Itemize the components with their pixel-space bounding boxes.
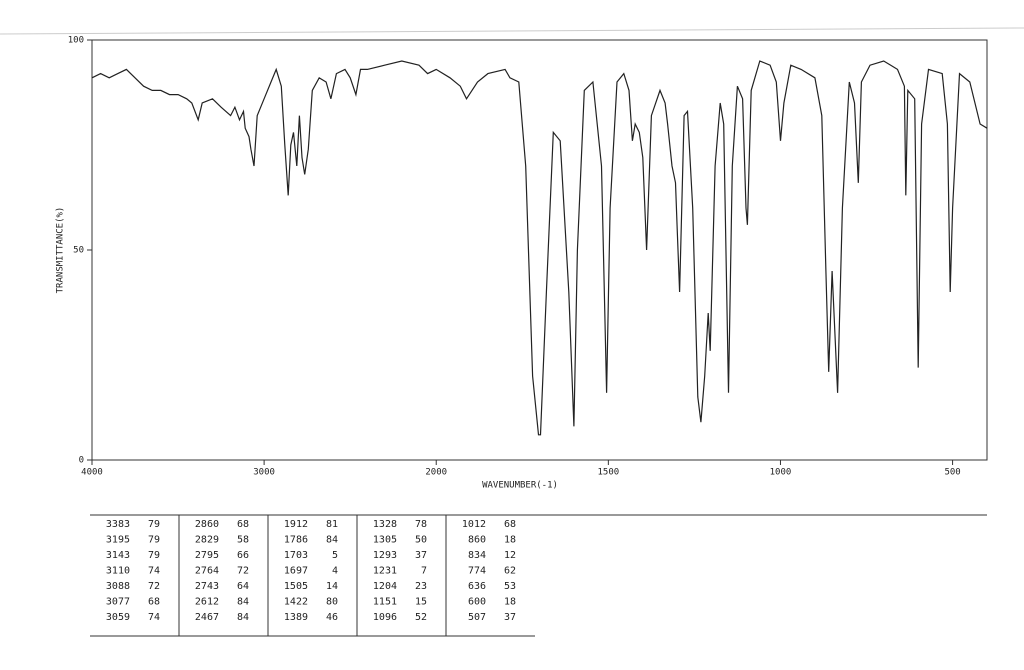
peak-wavenumber: 1151 — [373, 597, 397, 608]
peak-wavenumber: 3077 — [106, 597, 130, 608]
peak-wavenumber: 1012 — [462, 519, 486, 530]
peak-wavenumber: 860 — [468, 535, 486, 546]
peak-wavenumber: 834 — [468, 550, 486, 561]
peak-wavenumber: 600 — [468, 597, 486, 608]
peak-wavenumber: 507 — [468, 612, 486, 623]
peak-transmittance: 52 — [415, 612, 427, 623]
x-tick-label: 1500 — [598, 468, 620, 478]
peak-wavenumber: 2612 — [195, 597, 219, 608]
peak-wavenumber: 2764 — [195, 566, 219, 577]
peak-transmittance: 84 — [237, 612, 249, 623]
peak-wavenumber: 1231 — [373, 566, 397, 577]
peak-transmittance: 14 — [326, 581, 338, 592]
peak-transmittance: 79 — [148, 519, 160, 530]
peak-wavenumber: 1422 — [284, 597, 308, 608]
peak-wavenumber: 1505 — [284, 581, 308, 592]
peak-transmittance: 7 — [421, 566, 427, 577]
x-axis-label: WAVENUMBER(-1) — [482, 481, 558, 491]
peak-transmittance: 74 — [148, 612, 160, 623]
peak-transmittance: 84 — [326, 535, 338, 546]
x-tick-label: 4000 — [81, 468, 103, 478]
y-tick-label: 50 — [73, 246, 84, 256]
peak-wavenumber: 2795 — [195, 550, 219, 561]
x-tick-label: 2000 — [425, 468, 447, 478]
peak-transmittance: 58 — [237, 535, 249, 546]
x-tick-label: 3000 — [253, 468, 275, 478]
scan-edge — [0, 27, 1024, 35]
peak-wavenumber: 1703 — [284, 550, 308, 561]
spectrum-line — [91, 60, 988, 436]
peak-wavenumber: 2860 — [195, 519, 219, 530]
peak-wavenumber: 2467 — [195, 612, 219, 623]
peak-wavenumber: 2743 — [195, 581, 219, 592]
peak-transmittance: 53 — [504, 581, 516, 592]
plot-frame — [91, 39, 988, 461]
peak-wavenumber: 3143 — [106, 550, 130, 561]
peak-transmittance: 12 — [504, 550, 516, 561]
peak-transmittance: 68 — [148, 597, 160, 608]
peak-transmittance: 18 — [504, 597, 516, 608]
peak-transmittance: 72 — [237, 566, 249, 577]
peak-wavenumber: 1204 — [373, 581, 397, 592]
peak-wavenumber: 1912 — [284, 519, 308, 530]
peak-wavenumber: 3059 — [106, 612, 130, 623]
peak-transmittance: 68 — [237, 519, 249, 530]
peak-transmittance: 50 — [415, 535, 427, 546]
peak-wavenumber: 1786 — [284, 535, 308, 546]
peak-transmittance: 66 — [237, 550, 249, 561]
x-tick-label: 1000 — [770, 468, 792, 478]
peak-transmittance: 64 — [237, 581, 249, 592]
y-axis-label: TRANSMITTANCE(%) — [56, 207, 66, 294]
peak-wavenumber: 1293 — [373, 550, 397, 561]
peak-transmittance: 23 — [415, 581, 427, 592]
peak-transmittance: 78 — [415, 519, 427, 530]
peak-transmittance: 37 — [415, 550, 427, 561]
peak-transmittance: 37 — [504, 612, 516, 623]
peak-transmittance: 18 — [504, 535, 516, 546]
peak-transmittance: 72 — [148, 581, 160, 592]
peak-transmittance: 5 — [332, 550, 338, 561]
peak-transmittance: 4 — [332, 566, 338, 577]
x-tick-label: 500 — [944, 468, 960, 478]
peak-transmittance: 84 — [237, 597, 249, 608]
peak-wavenumber: 774 — [468, 566, 486, 577]
peak-transmittance: 46 — [326, 612, 338, 623]
peak-wavenumber: 1697 — [284, 566, 308, 577]
peak-transmittance: 79 — [148, 550, 160, 561]
peak-transmittance: 68 — [504, 519, 516, 530]
peak-transmittance: 15 — [415, 597, 427, 608]
peak-transmittance: 79 — [148, 535, 160, 546]
peak-transmittance: 74 — [148, 566, 160, 577]
peak-wavenumber: 636 — [468, 581, 486, 592]
peak-transmittance: 62 — [504, 566, 516, 577]
y-tick-label: 0 — [79, 456, 84, 466]
peak-transmittance: 81 — [326, 519, 338, 530]
peak-wavenumber: 2829 — [195, 535, 219, 546]
peak-wavenumber: 3195 — [106, 535, 130, 546]
peak-wavenumber: 3110 — [106, 566, 130, 577]
y-tick-label: 100 — [68, 36, 84, 46]
peak-wavenumber: 3383 — [106, 519, 130, 530]
peak-wavenumber: 1389 — [284, 612, 308, 623]
peak-transmittance: 80 — [326, 597, 338, 608]
peak-wavenumber: 1328 — [373, 519, 397, 530]
peak-wavenumber: 1305 — [373, 535, 397, 546]
peak-wavenumber: 3088 — [106, 581, 130, 592]
peak-wavenumber: 1096 — [373, 612, 397, 623]
